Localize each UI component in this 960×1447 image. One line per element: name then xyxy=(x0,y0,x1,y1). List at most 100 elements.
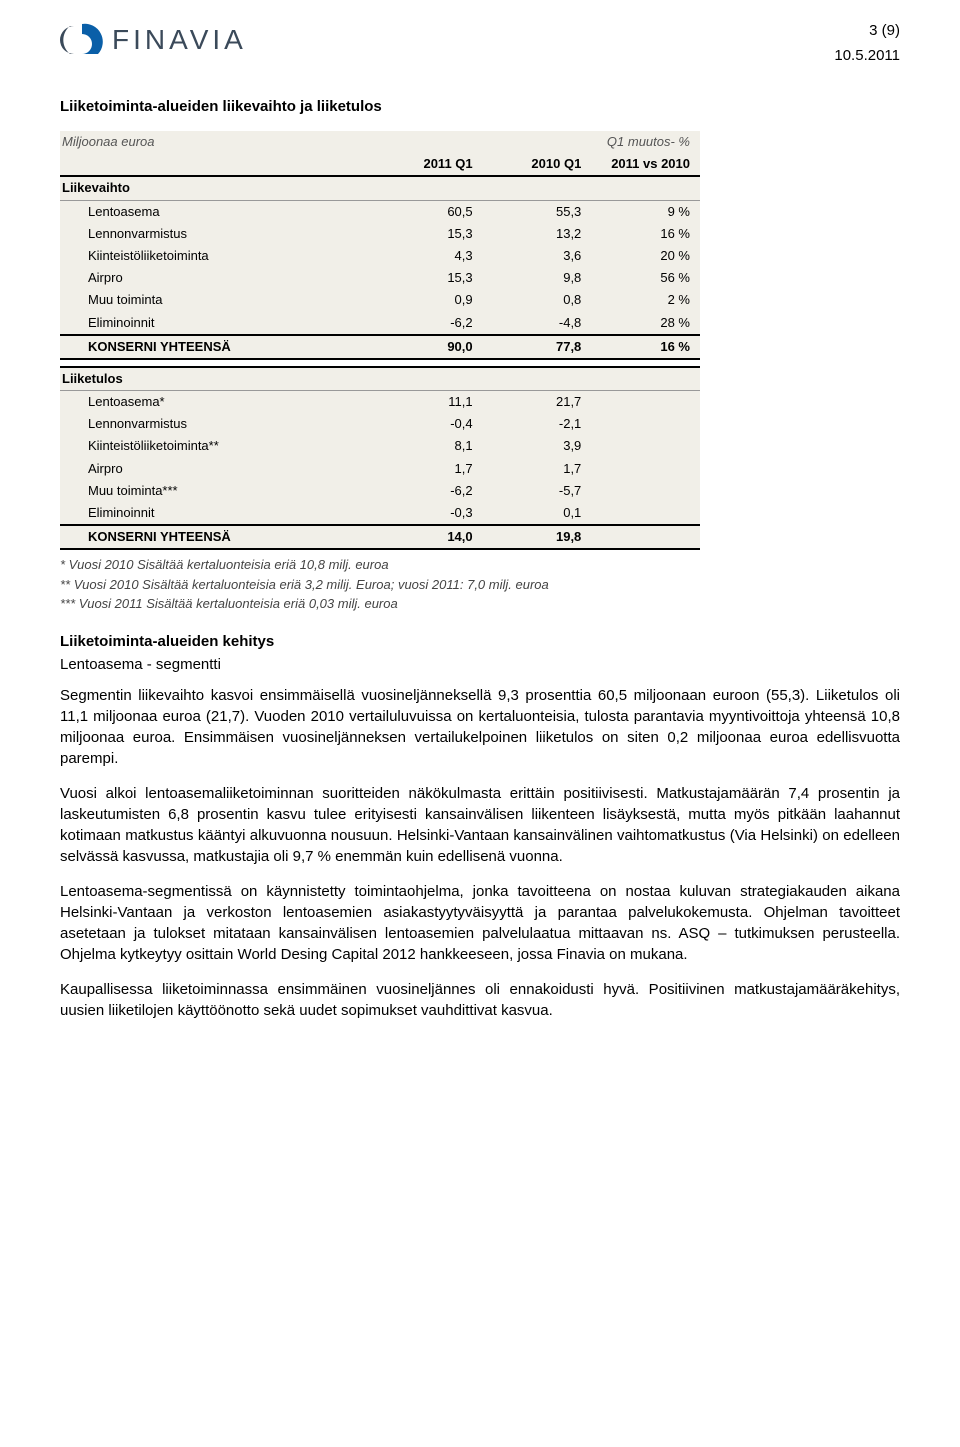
table-row: Eliminoinnit-0,30,1 xyxy=(60,502,700,525)
table-row: Kiinteistöliiketoiminta4,33,620 % xyxy=(60,245,700,267)
row-value-2010: 3,6 xyxy=(483,245,592,267)
row-change xyxy=(591,435,700,457)
unit-label: Miljoonaa euroa xyxy=(60,131,374,153)
row-value-2011: 11,1 xyxy=(374,391,483,414)
section-title: Liiketoiminta-alueiden liikevaihto ja li… xyxy=(60,96,900,117)
row-label: Muu toiminta xyxy=(60,289,374,311)
table-row: Lennonvarmistus15,313,216 % xyxy=(60,223,700,245)
header-meta: 3 (9) 10.5.2011 xyxy=(834,20,900,66)
table-row: Airpro15,39,856 % xyxy=(60,267,700,289)
table-footnotes: * Vuosi 2010 Sisältää kertaluonteisia er… xyxy=(60,556,900,613)
row-change: 16 % xyxy=(591,223,700,245)
total-value-2011: 90,0 xyxy=(374,335,483,359)
row-label: Airpro xyxy=(60,267,374,289)
row-change: 9 % xyxy=(591,200,700,223)
row-value-2010: 1,7 xyxy=(483,458,592,480)
table-category-row: Liikevaihto xyxy=(60,176,700,200)
segment-label: Lentoasema - segmentti xyxy=(60,654,900,675)
table-row: Muu toiminta***-6,2-5,7 xyxy=(60,480,700,502)
row-value-2011: -0,4 xyxy=(374,413,483,435)
table-row: Lentoasema*11,121,7 xyxy=(60,391,700,414)
col-header-2010q1: 2010 Q1 xyxy=(483,153,592,176)
category-label: Liikevaihto xyxy=(60,176,374,200)
row-value-2010: 21,7 xyxy=(483,391,592,414)
row-label: Eliminoinnit xyxy=(60,502,374,525)
table-row: Lennonvarmistus-0,4-2,1 xyxy=(60,413,700,435)
body-paragraph: Kaupallisessa liiketoiminnassa ensimmäin… xyxy=(60,979,900,1021)
table-row: Kiinteistöliiketoiminta**8,13,9 xyxy=(60,435,700,457)
row-change: 2 % xyxy=(591,289,700,311)
page-header: FINAVIA 3 (9) 10.5.2011 xyxy=(60,20,900,66)
row-value-2011: -0,3 xyxy=(374,502,483,525)
total-label: KONSERNI YHTEENSÄ xyxy=(60,335,374,359)
subsection-title: Liiketoiminta-alueiden kehitys xyxy=(60,631,900,652)
row-label: Kiinteistöliiketoiminta** xyxy=(60,435,374,457)
row-value-2010: 3,9 xyxy=(483,435,592,457)
row-value-2010: -5,7 xyxy=(483,480,592,502)
row-change xyxy=(591,458,700,480)
total-change: 16 % xyxy=(591,335,700,359)
logo-text: FINAVIA xyxy=(112,20,247,59)
table-row: Eliminoinnit-6,2-4,828 % xyxy=(60,312,700,335)
table-category-row: Liiketulos xyxy=(60,367,700,391)
row-label: Lennonvarmistus xyxy=(60,413,374,435)
col-header-change-top: Q1 muutos- % xyxy=(591,131,700,153)
row-change xyxy=(591,502,700,525)
row-value-2010: -2,1 xyxy=(483,413,592,435)
financial-table-wrapper: Miljoonaa euroa Q1 muutos- % 2011 Q1 201… xyxy=(60,131,900,550)
row-value-2011: 0,9 xyxy=(374,289,483,311)
row-value-2010: 0,1 xyxy=(483,502,592,525)
finavia-logo-icon xyxy=(60,20,104,60)
body-paragraph: Vuosi alkoi lentoasemaliiketoiminnan suo… xyxy=(60,783,900,867)
body-text: Segmentin liikevaihto kasvoi ensimmäisel… xyxy=(60,685,900,1021)
row-value-2011: -6,2 xyxy=(374,312,483,335)
row-value-2011: 4,3 xyxy=(374,245,483,267)
row-value-2010: 0,8 xyxy=(483,289,592,311)
col-header-2011q1: 2011 Q1 xyxy=(374,153,483,176)
row-value-2010: 55,3 xyxy=(483,200,592,223)
table-total-row: KONSERNI YHTEENSÄ14,019,8 xyxy=(60,525,700,549)
financial-table: Miljoonaa euroa Q1 muutos- % 2011 Q1 201… xyxy=(60,131,700,550)
footnote-line: ** Vuosi 2010 Sisältää kertaluonteisia e… xyxy=(60,576,900,594)
col-header-change-bot: 2011 vs 2010 xyxy=(591,153,700,176)
row-change xyxy=(591,391,700,414)
body-paragraph: Lentoasema-segmentissä on käynnistetty t… xyxy=(60,881,900,965)
table-total-row: KONSERNI YHTEENSÄ90,077,816 % xyxy=(60,335,700,359)
row-value-2011: 15,3 xyxy=(374,223,483,245)
table-row: Lentoasema60,555,39 % xyxy=(60,200,700,223)
row-label: Airpro xyxy=(60,458,374,480)
row-value-2010: 9,8 xyxy=(483,267,592,289)
row-label: Eliminoinnit xyxy=(60,312,374,335)
row-value-2011: 1,7 xyxy=(374,458,483,480)
row-label: Lentoasema* xyxy=(60,391,374,414)
body-paragraph: Segmentin liikevaihto kasvoi ensimmäisel… xyxy=(60,685,900,769)
total-value-2011: 14,0 xyxy=(374,525,483,549)
page-number: 3 (9) xyxy=(834,20,900,41)
table-row: Muu toiminta0,90,82 % xyxy=(60,289,700,311)
row-value-2011: 8,1 xyxy=(374,435,483,457)
row-label: Lennonvarmistus xyxy=(60,223,374,245)
category-label: Liiketulos xyxy=(60,367,374,391)
row-change xyxy=(591,413,700,435)
total-change xyxy=(591,525,700,549)
row-value-2011: 15,3 xyxy=(374,267,483,289)
row-change xyxy=(591,480,700,502)
row-value-2010: -4,8 xyxy=(483,312,592,335)
total-value-2010: 19,8 xyxy=(483,525,592,549)
row-change: 28 % xyxy=(591,312,700,335)
row-label: Kiinteistöliiketoiminta xyxy=(60,245,374,267)
row-value-2010: 13,2 xyxy=(483,223,592,245)
total-value-2010: 77,8 xyxy=(483,335,592,359)
row-change: 56 % xyxy=(591,267,700,289)
total-label: KONSERNI YHTEENSÄ xyxy=(60,525,374,549)
row-label: Lentoasema xyxy=(60,200,374,223)
row-change: 20 % xyxy=(591,245,700,267)
footnote-line: * Vuosi 2010 Sisältää kertaluonteisia er… xyxy=(60,556,900,574)
footnote-line: *** Vuosi 2011 Sisältää kertaluonteisia … xyxy=(60,595,900,613)
document-date: 10.5.2011 xyxy=(834,45,900,66)
row-label: Muu toiminta*** xyxy=(60,480,374,502)
logo: FINAVIA xyxy=(60,20,247,60)
row-value-2011: -6,2 xyxy=(374,480,483,502)
row-value-2011: 60,5 xyxy=(374,200,483,223)
table-row: Airpro1,71,7 xyxy=(60,458,700,480)
